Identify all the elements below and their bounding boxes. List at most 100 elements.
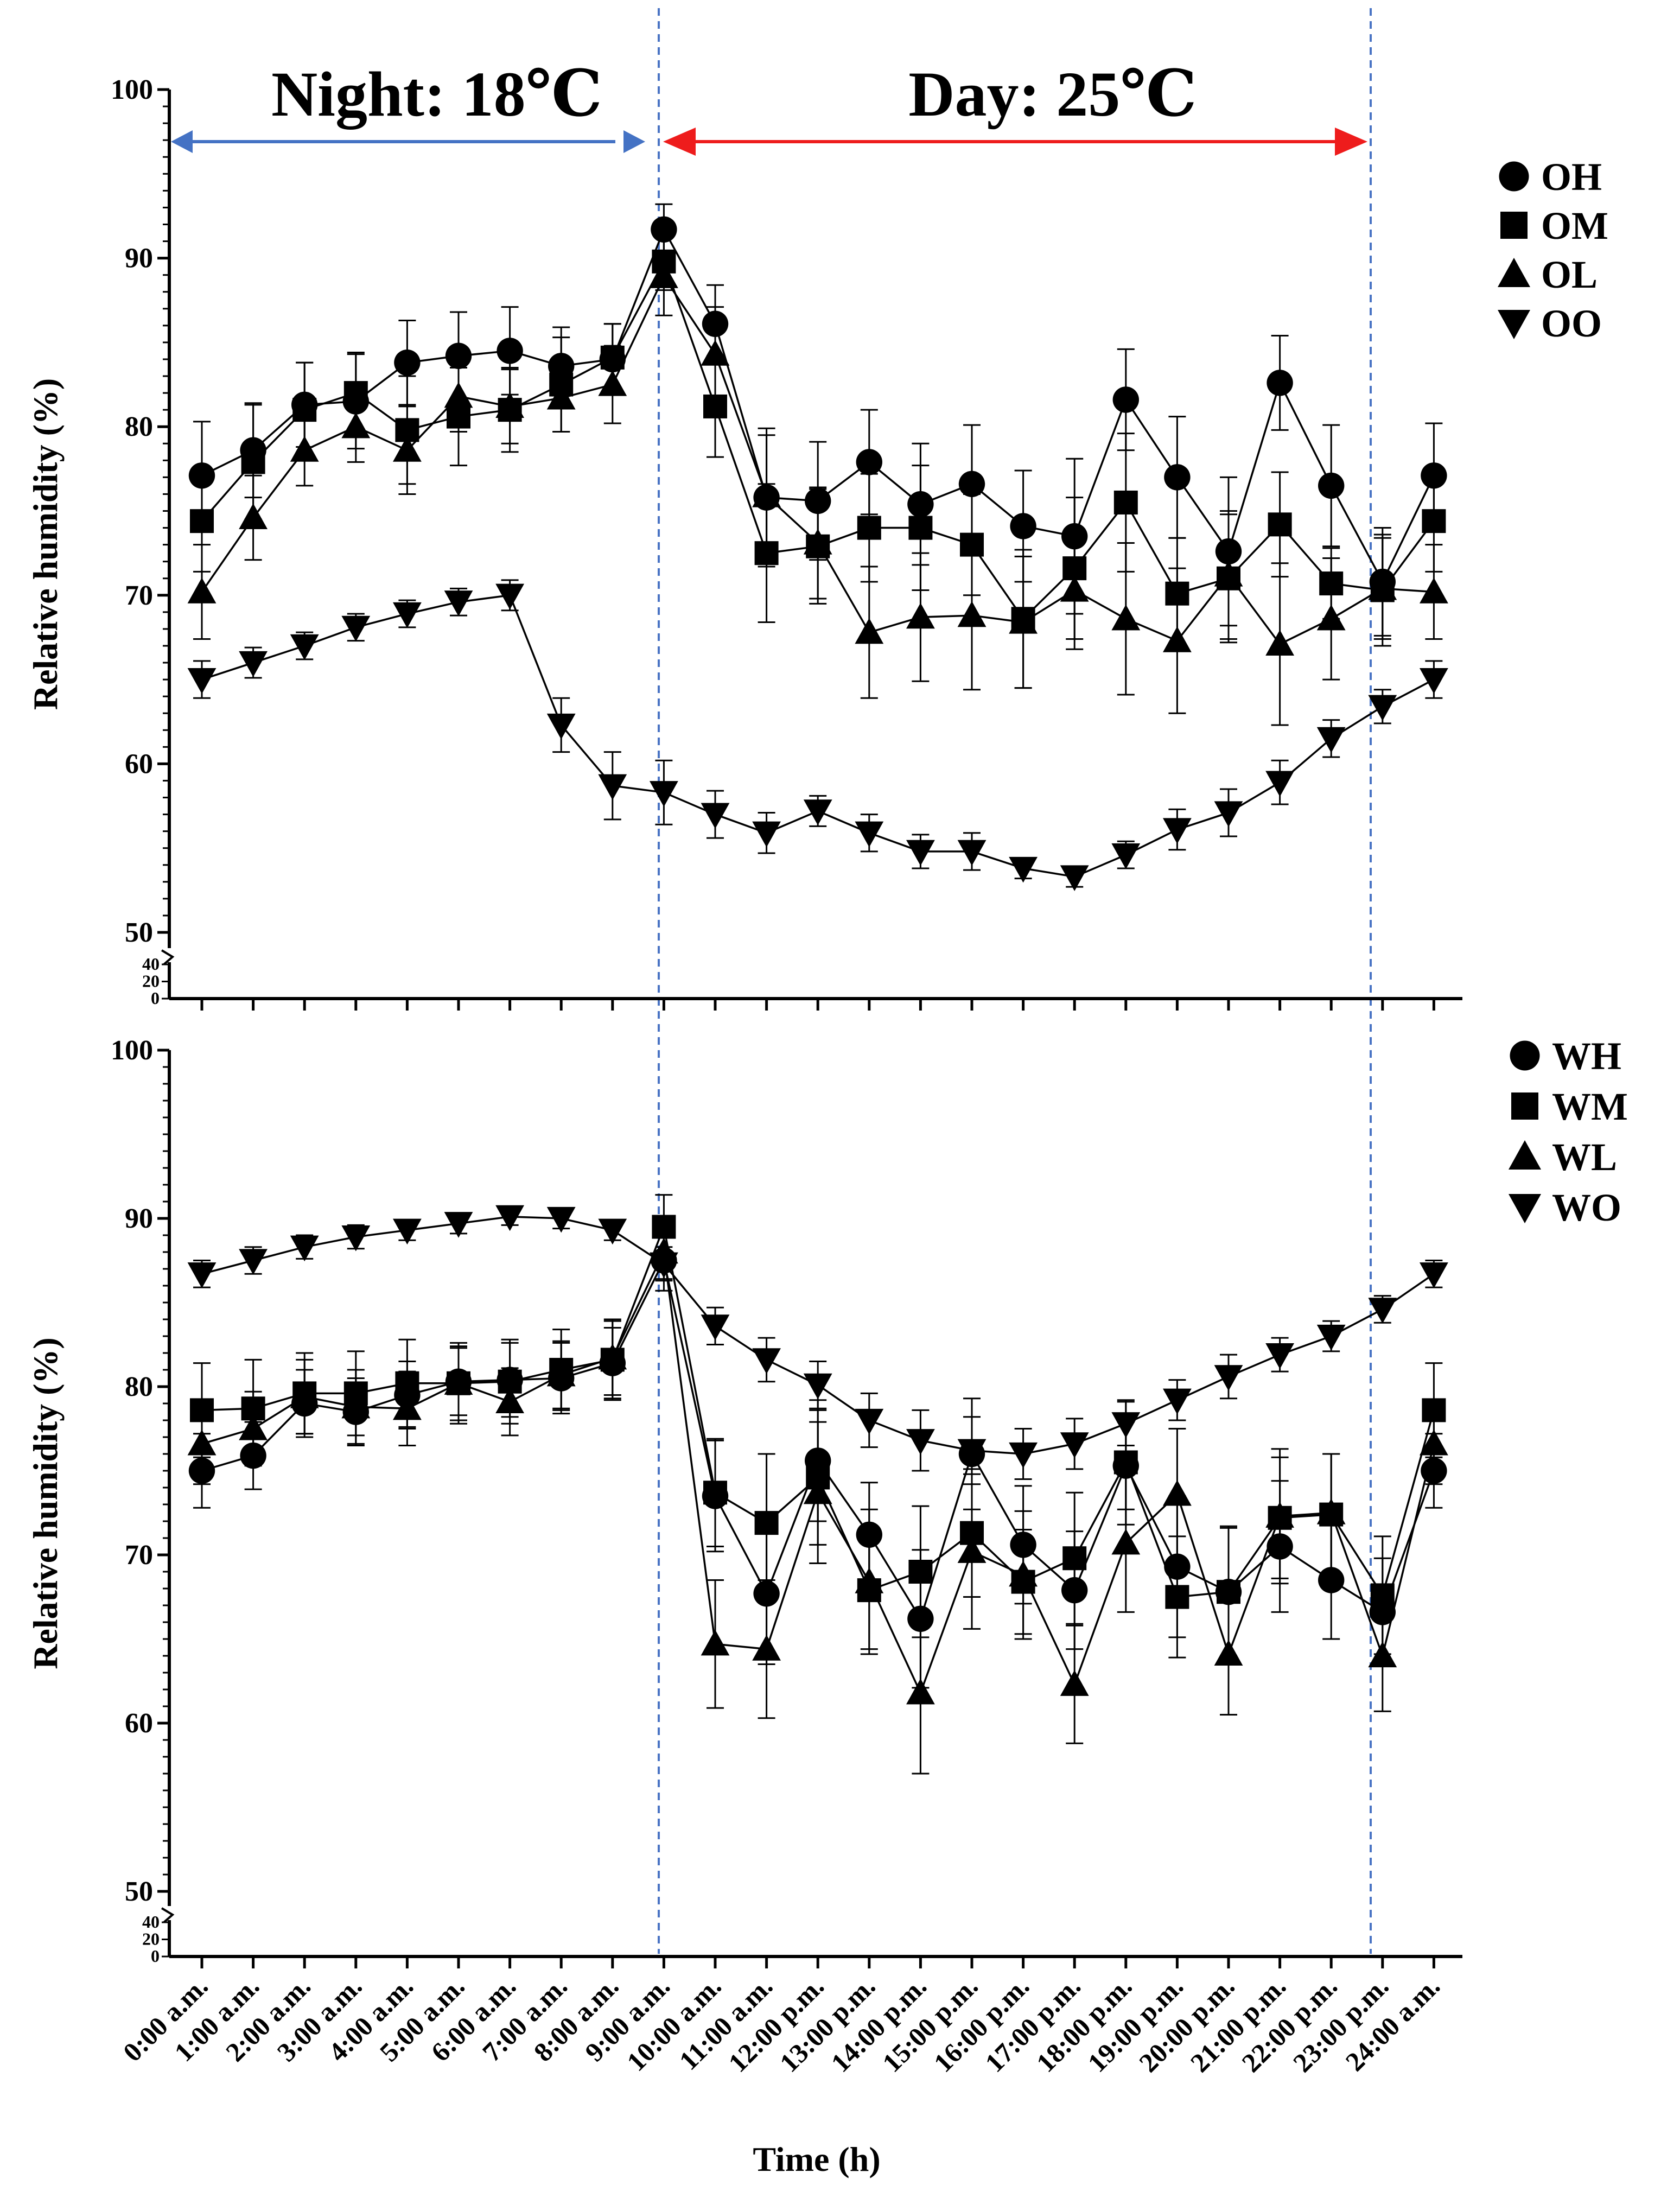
data-point — [803, 799, 832, 825]
data-point — [1111, 1412, 1141, 1438]
data-point — [908, 516, 933, 540]
data-point — [187, 1430, 217, 1456]
data-point — [1060, 1670, 1089, 1696]
data-point — [1060, 865, 1089, 891]
axis-break-mark — [161, 1907, 175, 1923]
data-point — [1265, 771, 1294, 797]
data-point — [1214, 1640, 1243, 1666]
data-point — [701, 803, 730, 829]
legend-label: OM — [1541, 204, 1608, 247]
data-point — [598, 1343, 627, 1370]
period-annotations: Night: 18℃ Day: 25℃ — [171, 59, 1367, 156]
data-point — [187, 1262, 217, 1288]
data-point — [958, 471, 985, 498]
data-point — [1316, 1324, 1346, 1351]
data-point — [855, 1408, 884, 1435]
data-point — [1214, 561, 1243, 587]
data-point — [752, 1348, 781, 1374]
data-point — [546, 1206, 576, 1233]
y-tick-label: 80 — [125, 411, 153, 442]
data-point — [752, 821, 781, 848]
data-point — [957, 601, 987, 627]
series-line — [201, 594, 1435, 878]
night-arrow-right-head — [623, 130, 645, 153]
day-arrow-right-head — [1335, 128, 1367, 156]
data-point — [1267, 370, 1293, 396]
data-point — [650, 781, 678, 807]
y-axis-title: Relative humidity (%) — [26, 378, 65, 710]
day-arrow-left-head — [663, 128, 696, 156]
y-tick-label: 70 — [125, 580, 153, 611]
data-point — [1111, 1528, 1141, 1555]
y-tick-label: 90 — [125, 1203, 153, 1234]
data-point — [393, 1394, 422, 1420]
data-point — [495, 1387, 524, 1414]
data-point — [187, 668, 217, 694]
data-point — [341, 1225, 371, 1252]
data-point — [444, 382, 473, 408]
y-tick-label: 60 — [125, 1708, 153, 1739]
data-point — [1368, 574, 1397, 600]
night-label: Night: 18℃ — [271, 59, 602, 130]
data-point — [444, 1212, 473, 1238]
series-wl — [187, 1224, 1448, 1775]
data-point — [1268, 512, 1292, 537]
data-point — [803, 1373, 832, 1400]
data-point — [190, 509, 214, 533]
data-point — [1010, 513, 1036, 539]
data-point — [290, 1382, 319, 1408]
data-point — [444, 1369, 473, 1395]
data-point — [651, 216, 677, 243]
data-point — [1368, 1641, 1397, 1668]
data-point — [598, 774, 627, 801]
data-point — [241, 450, 265, 474]
data-point — [341, 1392, 371, 1419]
y-axis-title: Relative humidity (%) — [26, 1337, 65, 1669]
data-point — [857, 516, 881, 540]
data-point — [906, 1678, 935, 1705]
data-point — [495, 392, 524, 418]
y-tick-label: 70 — [125, 1540, 153, 1571]
data-point — [1316, 604, 1346, 631]
y-tick-label: 60 — [125, 748, 153, 779]
y-break-tick-label: 0 — [151, 1946, 160, 1966]
data-point — [650, 262, 678, 288]
legend-label: OH — [1541, 155, 1602, 199]
legend-marker — [1500, 212, 1528, 239]
legend-marker — [1510, 1040, 1540, 1071]
data-point — [957, 840, 987, 866]
data-point — [1420, 1430, 1448, 1456]
data-point — [650, 1252, 678, 1279]
axis-break-mark — [161, 949, 175, 965]
data-point — [393, 436, 422, 462]
data-point — [803, 529, 832, 555]
data-point — [187, 577, 217, 604]
data-point — [1111, 604, 1141, 631]
data-point — [290, 436, 319, 462]
y-break-tick-label: 40 — [142, 1912, 160, 1932]
data-point — [1113, 1450, 1138, 1475]
data-point — [598, 1218, 627, 1245]
data-point — [1165, 1585, 1189, 1609]
data-point — [1009, 608, 1038, 634]
y-break-tick-label: 40 — [142, 954, 160, 974]
legend-marker — [1498, 258, 1530, 287]
data-point — [239, 503, 268, 530]
data-point — [1163, 1480, 1192, 1506]
data-point — [444, 590, 473, 617]
data-point — [239, 651, 268, 677]
data-point — [1368, 695, 1397, 721]
data-point — [701, 340, 730, 366]
data-point — [1009, 1560, 1038, 1587]
data-point — [1318, 1567, 1345, 1593]
data-point — [906, 840, 935, 866]
day-label: Day: 25℃ — [908, 59, 1197, 130]
data-point — [1009, 1442, 1038, 1469]
y-tick-label: 100 — [111, 74, 153, 105]
y-tick-label: 50 — [125, 1876, 153, 1907]
data-point — [908, 1560, 933, 1584]
data-point — [1265, 630, 1294, 656]
data-point — [546, 713, 576, 740]
